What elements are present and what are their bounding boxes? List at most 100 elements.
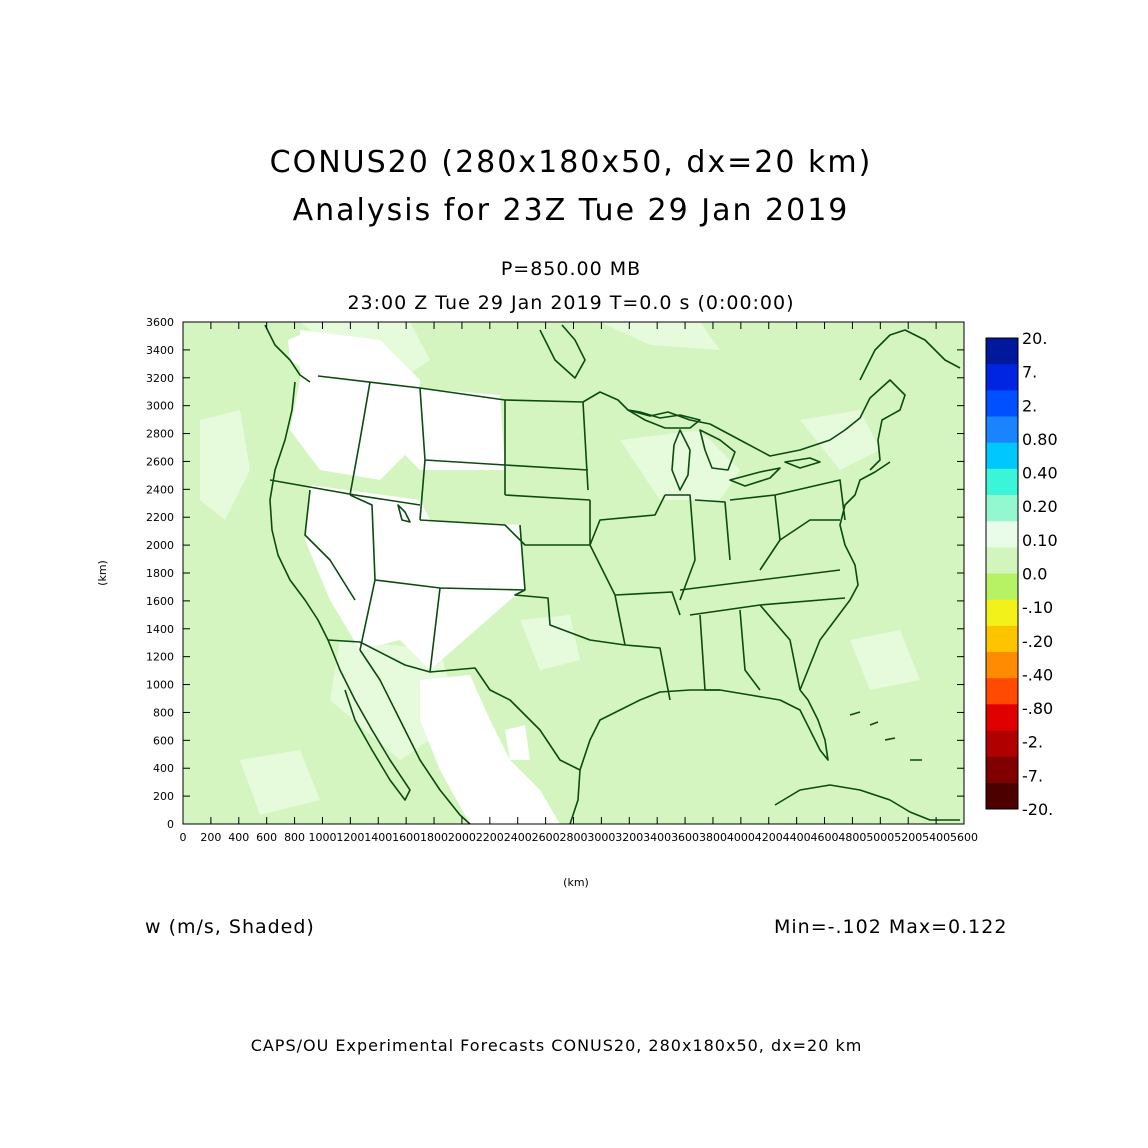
y-axis-label: (km)	[96, 560, 109, 586]
variable-label: w (m/s, Shaded)	[145, 916, 315, 938]
x-tick-label: 3600	[671, 831, 699, 844]
x-tick-label: 4000	[727, 831, 755, 844]
x-tick-labels: 0 200 400 600 800 1000 1200 1400 1600 1800 2000 220…	[180, 831, 979, 844]
colorbar-label: -.20	[1022, 632, 1053, 651]
x-tick-label: 3800	[699, 831, 727, 844]
x-tick-label: 1400	[364, 831, 392, 844]
x-tick-label: 3000	[587, 831, 615, 844]
colorbar-swatch	[986, 364, 1018, 391]
new-england-border	[844, 379, 906, 471]
x-tick-label: 1000	[308, 831, 336, 844]
canada-west-coast	[264, 324, 311, 383]
valid-time-label: 23:00 Z Tue 29 Jan 2019 T=0.0 s (0:00:00…	[347, 292, 795, 314]
colorbar-frame	[985, 337, 1019, 810]
y-tick-label: 2200	[146, 511, 174, 524]
west-coast	[269, 381, 329, 641]
y-tick-label: 2800	[146, 428, 174, 441]
y-tick-label: 3600	[146, 316, 174, 329]
x-tick-label: 400	[228, 831, 249, 844]
x-tick-label: 200	[200, 831, 221, 844]
colorbar-label: 2.	[1022, 396, 1037, 415]
axis-ticks	[182, 321, 965, 825]
x-tick-label: 4800	[838, 831, 866, 844]
min-max-label: Min=-.102 Max=0.122	[774, 916, 1008, 938]
x-tick-label: 2600	[532, 831, 560, 844]
x-tick-label: 2400	[504, 831, 532, 844]
colorbar-swatch	[986, 573, 1018, 601]
colorbar-swatch	[986, 652, 1018, 679]
x-tick-label: 5400	[922, 831, 950, 844]
great-salt-lake	[397, 504, 411, 523]
plot-title: CONUS20 (280x180x50, dx=20 km)	[269, 145, 873, 180]
cuba-outline	[774, 784, 960, 821]
mexico-gulf-coast	[569, 769, 581, 824]
x-tick-label: 4600	[811, 831, 839, 844]
x-tick-label: 800	[284, 831, 305, 844]
colorbar-swatch	[986, 547, 1018, 574]
x-axis-label: (km)	[563, 876, 589, 889]
x-tick-label: 3200	[615, 831, 643, 844]
baja-coast	[327, 639, 411, 801]
map-outlines	[264, 324, 961, 824]
plot-subtitle: Analysis for 23Z Tue 29 Jan 2019	[292, 193, 850, 228]
x-tick-label: 5600	[950, 831, 978, 844]
x-tick-label: 1200	[336, 831, 364, 844]
colorbar-swatch	[986, 756, 1018, 784]
x-tick-label: 3400	[643, 831, 671, 844]
colorbar-label: 0.10	[1022, 531, 1058, 550]
y-tick-label: 3000	[146, 400, 174, 413]
x-tick-label: 2800	[560, 831, 588, 844]
footer-credit: CAPS/OU Experimental Forecasts CONUS20, …	[250, 1036, 863, 1055]
colorbar-label: -7.	[1022, 766, 1043, 785]
colorbar-swatch	[986, 468, 1018, 496]
x-tick-label: 1600	[392, 831, 420, 844]
colorbar-swatch	[986, 338, 1018, 365]
x-tick-label: 600	[256, 831, 277, 844]
x-tick-label: 0	[180, 831, 187, 844]
x-tick-label: 5200	[894, 831, 922, 844]
canada-east-coast	[859, 329, 961, 381]
y-tick-label: 2600	[146, 455, 174, 468]
y-tick-label: 2400	[146, 483, 174, 496]
y-tick-label: 3400	[146, 344, 174, 357]
us-mexico-border	[327, 639, 581, 771]
y-tick-labels: 0 200 400 600 800 1000 1200 1400 1600 1800 2000 220…	[146, 316, 174, 831]
colorbar-swatch	[986, 730, 1018, 758]
colorbar-label: -2.	[1022, 733, 1043, 752]
y-tick-label: 1400	[146, 623, 174, 636]
colorbar-label: -.40	[1022, 665, 1053, 684]
bahamas-islands	[849, 711, 922, 761]
colorbar-swatch	[986, 416, 1018, 444]
colorbar-swatch	[986, 442, 1018, 470]
colorbar-swatch	[986, 704, 1018, 731]
colorbar-swatch	[986, 495, 1018, 522]
colorbar-label: 0.80	[1022, 430, 1058, 449]
lake-superior	[627, 409, 701, 429]
y-tick-label: 1600	[146, 595, 174, 608]
hudson-bay-edge	[539, 324, 586, 379]
lake-michigan	[671, 429, 691, 491]
colorbar-label: 0.40	[1022, 464, 1058, 483]
y-tick-label: 2000	[146, 539, 174, 552]
colorbar-label: -20.	[1022, 800, 1053, 819]
pressure-level-label: P=850.00 MB	[500, 258, 642, 280]
y-tick-label: 200	[153, 790, 174, 803]
y-tick-label: 1800	[146, 567, 174, 580]
x-tick-label: 4400	[783, 831, 811, 844]
x-tick-label: 2200	[476, 831, 504, 844]
gulf-coast	[579, 689, 829, 771]
colorbar-label: 20.	[1022, 329, 1047, 348]
colorbar-label: 7.	[1022, 363, 1037, 382]
lake-ontario	[784, 457, 821, 469]
colorbar-swatch	[986, 782, 1018, 810]
colorbar-label: -.80	[1022, 699, 1053, 718]
mexico-west-coast	[359, 649, 471, 824]
x-tick-label: 2000	[448, 831, 476, 844]
y-tick-label: 600	[153, 734, 174, 747]
colorbar-label: -.10	[1022, 598, 1053, 617]
x-tick-label: 5000	[866, 831, 894, 844]
colorbar-label: 0.20	[1022, 497, 1058, 516]
colorbar-swatch	[986, 390, 1018, 417]
lake-huron	[699, 429, 736, 471]
y-tick-label: 3200	[146, 372, 174, 385]
